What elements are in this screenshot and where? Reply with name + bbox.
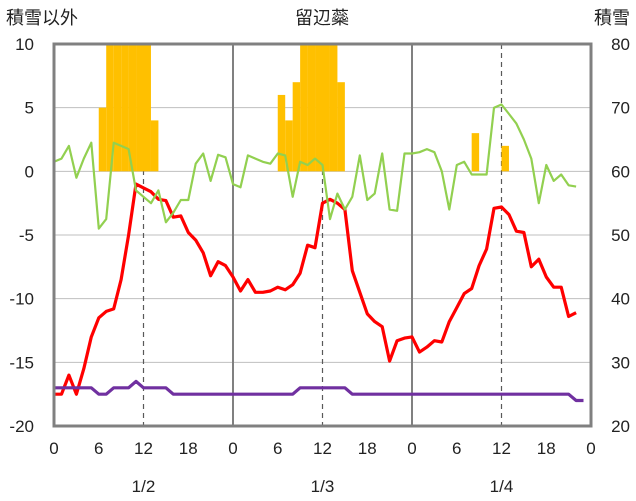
x-tick-label: 18 [537,439,556,458]
precip-bar [322,44,330,172]
right-axis-ticks: 80 70 60 50 40 30 20 [611,35,630,436]
precip-bar [106,44,114,172]
right-tick-label: 60 [611,162,630,181]
precipitation-bars [98,44,509,172]
precip-bar [307,44,316,172]
x-axis-ticks: 0 6 12 18 0 6 12 18 0 6 12 18 0 [49,439,595,458]
left-tick-label: 5 [25,99,34,118]
precip-bar [501,145,509,172]
precip-bar [143,44,151,172]
temperature-line [54,182,577,396]
left-tick-label: 10 [15,35,34,54]
precip-bar [300,44,308,172]
right-tick-label: 80 [611,35,630,54]
snow-depth-line [54,379,584,403]
precip-bar [113,44,122,172]
precip-bar [150,120,159,172]
day-label: 1/4 [490,477,514,496]
x-tick-label: 0 [586,439,595,458]
right-tick-label: 70 [611,99,630,118]
left-tick-label: -20 [9,417,34,436]
left-tick-label: -10 [9,290,34,309]
plot-frame [52,42,593,428]
day-label: 1/3 [311,477,335,496]
left-tick-label: 0 [25,162,34,181]
precip-bar [329,44,338,172]
x-tick-label: 6 [94,439,103,458]
precip-bar [128,44,137,172]
left-axis-label: 積雪以外 [6,8,78,28]
chart-title: 留辺蘂 [295,8,349,28]
series-lines [53,103,584,403]
x-tick-label: 12 [492,439,511,458]
precip-bar [337,82,345,172]
right-tick-label: 30 [611,353,630,372]
right-tick-label: 50 [611,226,630,245]
precip-bar [292,82,301,172]
day-labels: 1/2 1/3 1/4 [132,477,514,496]
wind-line [53,103,577,230]
left-tick-label: -5 [19,226,34,245]
x-tick-label: 18 [358,439,377,458]
x-tick-label: 0 [407,439,416,458]
right-tick-label: 20 [611,417,630,436]
right-axis-label: 積雪 [594,8,630,28]
x-tick-label: 12 [313,439,332,458]
x-tick-label: 0 [49,439,58,458]
precip-bar [121,44,129,172]
right-tick-label: 40 [611,290,630,309]
precip-bar [315,44,323,172]
precip-bar [136,44,144,172]
precip-bar [277,94,286,172]
left-tick-label: -15 [9,353,34,372]
precip-bar [98,107,107,172]
x-tick-label: 18 [179,439,198,458]
x-tick-label: 6 [273,439,282,458]
x-tick-label: 6 [452,439,461,458]
x-tick-label: 0 [228,439,237,458]
left-axis-ticks: 10 5 0 -5 -10 -15 -20 [9,35,34,436]
x-tick-label: 12 [134,439,153,458]
day-label: 1/2 [132,477,156,496]
precip-bar [285,120,293,172]
precip-bar [471,133,480,172]
